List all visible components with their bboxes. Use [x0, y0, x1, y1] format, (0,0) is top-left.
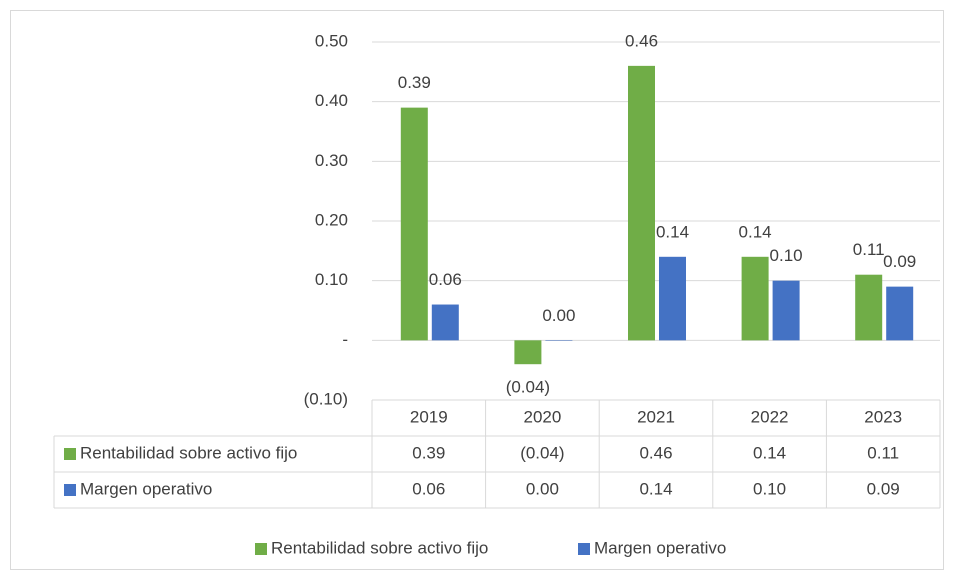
bar — [855, 274, 883, 341]
bar — [400, 107, 428, 341]
y-tick-label: (0.10) — [304, 389, 348, 408]
y-tick-label: - — [342, 330, 348, 349]
data-label: 0.14 — [739, 222, 772, 241]
bar — [628, 65, 655, 341]
data-label: 0.46 — [625, 31, 658, 50]
x-tick-label: 2021 — [637, 407, 675, 426]
bar — [431, 304, 459, 341]
legend-label: Margen operativo — [594, 538, 726, 557]
data-label: 0.14 — [656, 222, 689, 241]
data-label: 0.10 — [770, 246, 803, 265]
table-cell: 0.14 — [639, 479, 672, 498]
table-legend-key — [64, 448, 76, 460]
bar — [886, 286, 914, 341]
y-tick-label: 0.20 — [315, 210, 348, 229]
table-legend-key — [64, 484, 76, 496]
y-tick-label: 0.10 — [315, 270, 348, 289]
table-cell: (0.04) — [520, 443, 564, 462]
table-cell: 0.11 — [867, 443, 899, 462]
table-cell: 0.46 — [639, 443, 672, 462]
legend-key — [255, 543, 267, 555]
data-label: 0.09 — [883, 252, 916, 271]
y-tick-label: 0.40 — [315, 91, 348, 110]
table-cell: 0.06 — [412, 479, 445, 498]
table-cell: 0.00 — [526, 479, 559, 498]
table-cell: 0.14 — [753, 443, 786, 462]
data-label: 0.39 — [398, 73, 431, 92]
legend-key — [578, 543, 590, 555]
data-label: 0.11 — [853, 240, 885, 259]
x-tick-label: 2019 — [410, 407, 448, 426]
data-label: 0.00 — [542, 306, 575, 325]
data-label: (0.04) — [506, 378, 550, 397]
bar — [772, 280, 800, 341]
bar — [741, 256, 769, 341]
table-row-header: Rentabilidad sobre activo fijo — [80, 443, 297, 462]
bar — [659, 256, 686, 341]
bar — [545, 340, 573, 341]
table-cell: 0.39 — [412, 443, 445, 462]
data-label: 0.06 — [429, 270, 462, 289]
x-tick-label: 2023 — [864, 407, 902, 426]
table-row-header: Margen operativo — [80, 479, 212, 498]
bar — [514, 340, 542, 365]
y-tick-label: 0.30 — [315, 151, 348, 170]
y-tick-label: 0.50 — [315, 31, 348, 50]
legend-label: Rentabilidad sobre activo fijo — [271, 538, 488, 557]
table-cell: 0.10 — [753, 479, 786, 498]
x-tick-label: 2020 — [523, 407, 561, 426]
x-tick-label: 2022 — [751, 407, 789, 426]
table-cell: 0.09 — [867, 479, 900, 498]
